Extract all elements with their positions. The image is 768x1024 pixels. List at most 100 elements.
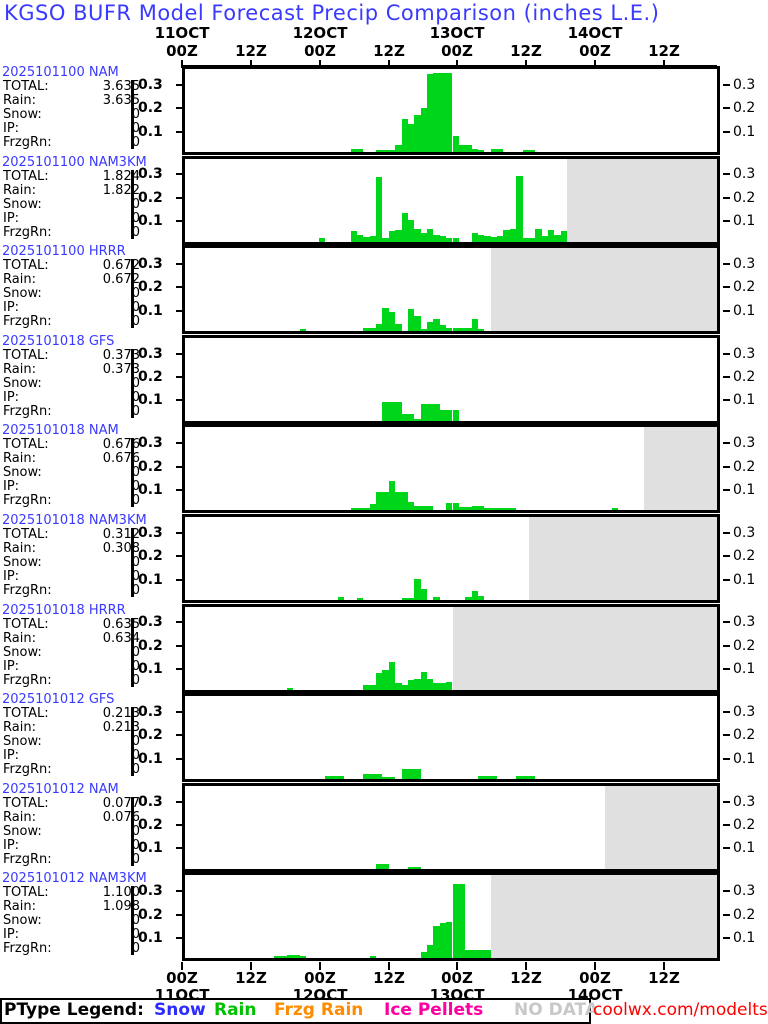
panel-info: 2025101018 NAM3KM TOTAL: 0.312 Rain: 0.308 Sn…: [2, 514, 147, 598]
y-tick-mark: [723, 286, 730, 289]
panel-stat-row: TOTAL: 1.824: [2, 169, 142, 184]
precip-bar: [382, 150, 389, 152]
precip-bar: [439, 73, 447, 152]
panel-divider: [131, 707, 134, 777]
precip-bar: [388, 150, 396, 152]
precip-bar: [382, 491, 389, 511]
panel-stat-value: 3.635: [102, 93, 140, 108]
panel-stat-row: Rain: 1.098: [2, 900, 142, 914]
y-tick-mark: [176, 800, 182, 803]
panel-stat-value: 0: [131, 465, 140, 481]
no-data-region: [490, 875, 717, 959]
precip-plot: [182, 424, 720, 514]
precip-bar: [363, 237, 370, 242]
y-tick-mark: [723, 130, 730, 133]
precip-bar: [401, 685, 408, 690]
forecast-panel: 2025101018 GFS TOTAL: 0.373 Rain: 0.373 Snow:…: [0, 334, 768, 424]
precip-bar: [420, 589, 427, 600]
panel-stat-row: Rain: 0.672: [2, 273, 142, 287]
panel-stat-label: Rain:: [3, 541, 36, 556]
axis-tick: [456, 962, 458, 970]
precip-bar: [420, 329, 427, 332]
credit-link[interactable]: coolwx.com/modelts: [593, 1000, 768, 1020]
panel-stat-label: TOTAL:: [3, 527, 49, 542]
precip-bar: [541, 236, 549, 242]
y-tick-label: 0.1: [733, 302, 756, 319]
precip-bar: [611, 508, 619, 511]
y-tick-label: 0.3: [138, 703, 163, 720]
precip-bar: [388, 480, 396, 511]
panel-stat-label: FrzgRn:: [3, 941, 52, 957]
y-axis-left: 0.3 0.2 0.1: [138, 245, 184, 334]
precip-bar: [350, 230, 357, 242]
precip-bar: [414, 506, 421, 511]
panel-stat-label: Snow:: [3, 196, 42, 212]
panel-stat-value: 0: [131, 823, 140, 839]
precip-bar: [401, 491, 408, 511]
panel-stat-row: Snow: 0: [2, 376, 142, 391]
precip-plot: [182, 66, 720, 155]
panel-stat-label: FrzgRn:: [3, 403, 52, 419]
panel-divider: [131, 796, 134, 866]
precip-bar: [465, 506, 472, 511]
panel-stat-label: TOTAL:: [3, 79, 49, 94]
forecast-panel: 2025101018 NAM TOTAL: 0.676 Rain: 0.676 Snow:…: [0, 424, 768, 514]
precip-bar: [299, 328, 306, 332]
precip-bar: [497, 507, 504, 511]
y-tick-label: 0.2: [733, 458, 756, 475]
y-tick-mark: [723, 531, 730, 534]
precip-bar: [490, 508, 498, 511]
y-tick-mark: [723, 107, 730, 110]
y-axis-right: 0.3 0.2 0.1: [723, 693, 768, 782]
precip-bar: [477, 506, 485, 511]
y-axis-right: 0.3 0.2 0.1: [723, 514, 768, 603]
panel-stat-row: Snow: 0: [2, 644, 142, 660]
panel-stat-row: TOTAL: 0.312: [2, 528, 142, 542]
panel-stat-label: Rain:: [3, 899, 36, 915]
precip-bar: [439, 683, 447, 690]
precip-bar: [414, 315, 421, 332]
precip-bar: [388, 662, 396, 690]
axis-hour-label: 00Z: [579, 42, 611, 60]
precip-bar: [427, 74, 434, 152]
panel-stat-label: Rain:: [3, 182, 36, 198]
panel-stat-row: FrzgRn: 0: [2, 494, 142, 508]
panel-stat-row: TOTAL: 1.100: [2, 886, 142, 900]
panel-stat-value: 0: [131, 583, 140, 598]
panel-info: 2025101012 NAM TOTAL: 0.077 Rain: 0.076 Snow:…: [2, 782, 142, 867]
panel-info: 2025101018 GFS TOTAL: 0.373 Rain: 0.373 Snow:…: [2, 334, 142, 419]
precip-bar: [286, 954, 294, 959]
precip-bar: [484, 949, 491, 959]
precip-bar: [369, 236, 377, 242]
y-axis-right: 0.3 0.2 0.1: [723, 783, 768, 872]
panel-stat-label: FrzgRn:: [3, 224, 52, 240]
panel-divider: [131, 528, 134, 597]
y-tick-mark: [176, 309, 182, 312]
precip-bar: [528, 150, 536, 152]
y-axis-left: 0.3 0.2 0.1: [138, 872, 184, 961]
y-axis-right: 0.3 0.2 0.1: [723, 66, 768, 155]
legend-item-frzg-rain: Frzg Rain: [274, 1000, 364, 1020]
y-tick-mark: [176, 442, 182, 445]
panel-stat-label: FrzgRn:: [3, 135, 52, 150]
axis-hour-label: 12Z: [373, 969, 405, 987]
precip-bar: [356, 235, 364, 242]
precip-bar: [369, 327, 377, 332]
y-tick-mark: [176, 465, 182, 468]
y-axis-left: 0.3 0.2 0.1: [138, 693, 184, 782]
axis-hour-label: 00Z: [304, 42, 336, 60]
y-tick-mark: [723, 555, 730, 558]
precip-plot: [182, 872, 720, 962]
axis-tick: [663, 962, 665, 970]
forecast-panel: 2025101100 NAM3KM TOTAL: 1.824 Rain: 1.822 Sn…: [0, 155, 768, 245]
y-tick-mark: [723, 621, 730, 624]
precip-bar: [516, 176, 523, 242]
precip-bar: [484, 776, 491, 780]
y-tick-mark: [723, 399, 730, 402]
panel-stat-label: Snow:: [3, 644, 42, 660]
precip-bar: [490, 776, 498, 780]
panel-stat-value: 3.635: [102, 79, 140, 94]
panel-stat-row: Snow: 0: [2, 914, 142, 928]
y-tick-mark: [176, 531, 182, 534]
y-tick-label: 0.2: [138, 906, 163, 923]
